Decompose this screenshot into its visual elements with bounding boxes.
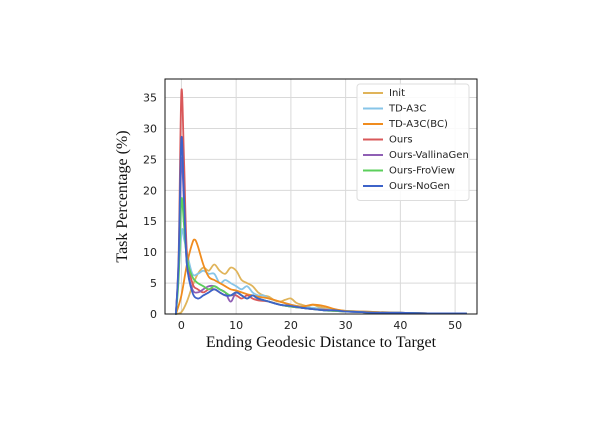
legend-label-ours: Ours (389, 135, 413, 146)
legend-label-td-a3c: TD-A3C (388, 104, 426, 115)
y-tick-label: 25 (143, 153, 157, 166)
series-line-td-a3c-bc (175, 238, 467, 315)
y-tick-label: 5 (150, 277, 157, 290)
series-lines (175, 88, 467, 315)
legend-label-ours-vallinagen: Ours-VallinaGen (389, 150, 469, 161)
x-axis-title: Ending Geodesic Distance to Target (206, 334, 437, 351)
x-tick-label: 10 (229, 319, 243, 332)
y-tick-label: 0 (150, 308, 157, 321)
y-tick-label: 35 (143, 92, 157, 105)
y-tick-label: 20 (143, 184, 157, 197)
x-tick-label: 30 (339, 319, 353, 332)
series-line-ours-nogen (175, 135, 467, 315)
y-axis-title: Task Percentage (%) (114, 130, 131, 262)
y-tick-label: 10 (143, 246, 157, 259)
legend-label-td-a3c-bc: TD-A3C(BC) (388, 119, 448, 130)
y-tick-label: 15 (143, 215, 157, 228)
legend-box (356, 83, 470, 201)
x-tick-label: 20 (284, 319, 298, 332)
x-tick-label: 0 (178, 319, 185, 332)
legend: Init TD-A3C TD-A3C(BC) Ours Ours-VallinaGen O… (356, 83, 470, 201)
plot-frame (164, 78, 478, 315)
x-tick-label: 40 (393, 319, 407, 332)
tick-labels: 0 10 20 30 40 50 0 5 10 15 20 25 30 35 (143, 92, 462, 332)
legend-label-init: Init (389, 88, 405, 99)
series-line-ours-froview (175, 197, 467, 315)
legend-label-ours-froview: Ours-FroView (389, 166, 455, 177)
legend-label-ours-nogen: Ours-NoGen (389, 181, 450, 192)
x-tick-label: 50 (448, 319, 462, 332)
y-tick-label: 30 (143, 122, 157, 135)
